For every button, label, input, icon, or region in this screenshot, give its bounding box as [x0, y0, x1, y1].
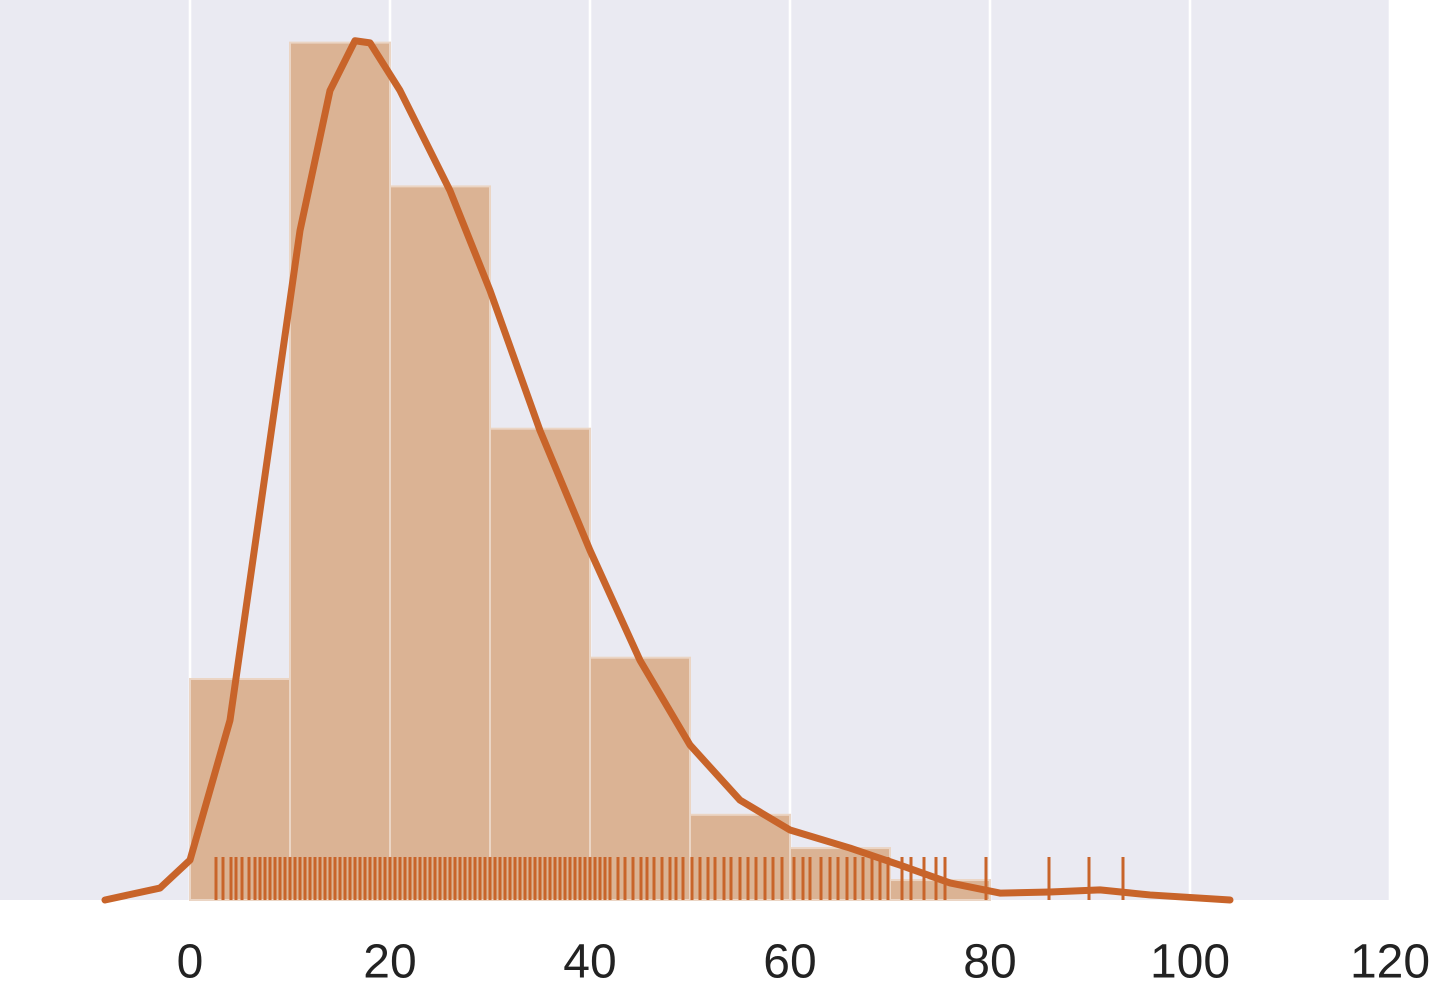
kde-line	[101, 37, 1234, 904]
bar	[289, 41, 391, 901]
x-tick-label: 0	[177, 936, 204, 989]
bar	[389, 185, 491, 902]
x-tick-label: 120	[1350, 936, 1430, 989]
x-tick-label: 100	[1150, 936, 1230, 989]
x-tick-label: 80	[963, 936, 1016, 989]
x-tick-label: 60	[763, 936, 816, 989]
x-tick-label: 40	[563, 936, 616, 989]
bar	[489, 427, 591, 901]
x-tick-label: 20	[363, 936, 416, 989]
